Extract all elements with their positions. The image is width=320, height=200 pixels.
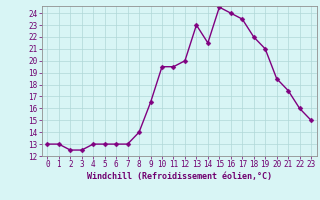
X-axis label: Windchill (Refroidissement éolien,°C): Windchill (Refroidissement éolien,°C) [87,172,272,181]
